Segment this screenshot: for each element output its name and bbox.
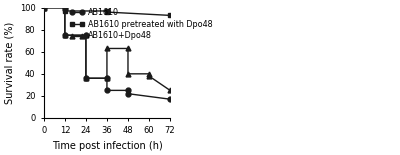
AB1610 pretreated with Dpo48 [104,10,109,12]
AB1610+Dpo48 [168,89,172,91]
AB1610+Dpo48 [126,73,130,75]
AB1610 [168,98,172,100]
AB1610+Dpo48 [126,48,130,49]
Line: AB1610+Dpo48: AB1610+Dpo48 [41,5,172,93]
AB1610 [126,93,130,95]
AB1610 [104,77,109,79]
AB1610+Dpo48 [104,77,109,79]
AB1610 [84,34,88,36]
X-axis label: Time post infection (h): Time post infection (h) [52,141,162,151]
AB1610 [42,7,46,9]
AB1610 [104,89,109,91]
AB1610+Dpo48 [104,48,109,49]
AB1610 pretreated with Dpo48 [62,7,67,9]
Line: AB1610: AB1610 [41,5,172,102]
AB1610 [126,89,130,91]
AB1610+Dpo48 [84,77,88,79]
AB1610+Dpo48 [42,7,46,9]
AB1610 pretreated with Dpo48 [42,7,46,9]
Y-axis label: Survival rate (%): Survival rate (%) [4,22,14,104]
Legend: AB1610, AB1610 pretreated with Dpo48, AB1610+Dpo48: AB1610, AB1610 pretreated with Dpo48, AB… [68,6,214,42]
Line: AB1610 pretreated with Dpo48: AB1610 pretreated with Dpo48 [41,5,172,18]
AB1610 [62,7,67,9]
AB1610+Dpo48 [147,75,152,77]
AB1610+Dpo48 [84,34,88,36]
AB1610+Dpo48 [62,34,67,36]
AB1610 pretreated with Dpo48 [104,11,109,13]
AB1610 [62,34,67,36]
AB1610 [84,77,88,79]
AB1610+Dpo48 [62,7,67,9]
AB1610 pretreated with Dpo48 [62,10,67,12]
AB1610 pretreated with Dpo48 [168,14,172,16]
AB1610+Dpo48 [147,73,152,75]
